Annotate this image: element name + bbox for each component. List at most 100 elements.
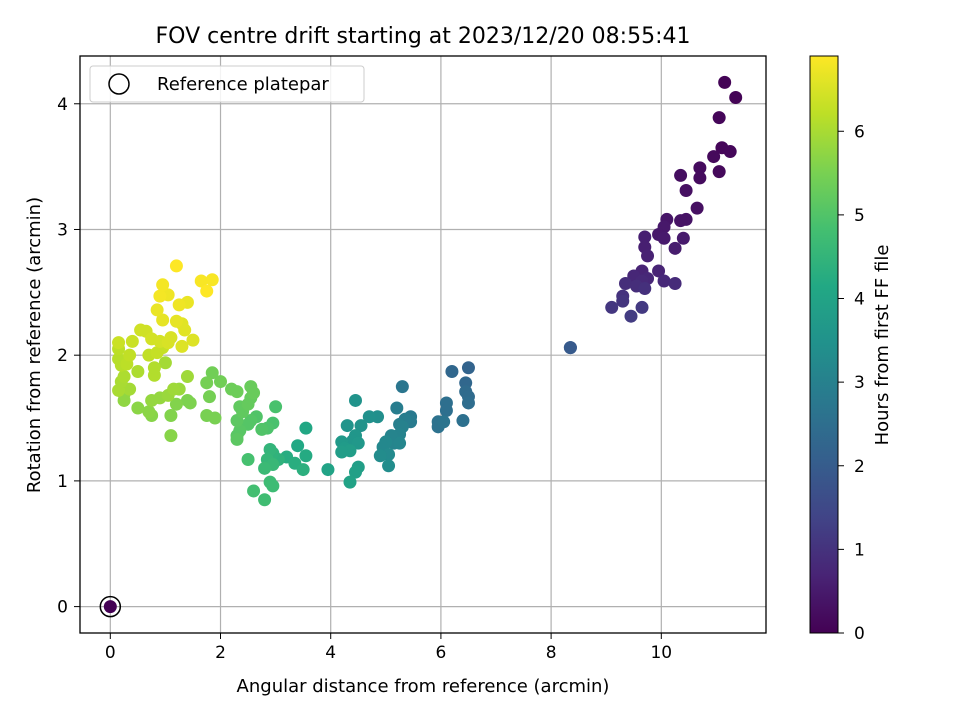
data-point [123, 382, 137, 396]
reference-platepar-marker [99, 595, 122, 618]
data-point [164, 409, 178, 423]
data-point [150, 303, 164, 317]
data-point [349, 393, 363, 407]
data-point [175, 339, 189, 353]
data-point [393, 436, 407, 450]
data-point [263, 442, 277, 456]
y-axis-label: Rotation from reference (arcmin) [24, 197, 45, 493]
data-point [729, 90, 743, 104]
colorbar-gradient [809, 55, 839, 634]
data-point [461, 361, 475, 375]
data-point [461, 396, 475, 410]
data-point [618, 277, 632, 291]
colorbar: 0 1 2 3 4 5 6 Hours from first FF file [809, 55, 893, 644]
y-axis-ticks: 0 1 2 3 4 [57, 95, 80, 618]
data-point [635, 300, 649, 314]
data-point [230, 385, 244, 399]
data-point [349, 465, 363, 479]
data-point [186, 333, 200, 347]
data-point [244, 380, 258, 394]
data-point [299, 421, 313, 435]
data-point [291, 439, 305, 453]
data-point [382, 459, 396, 473]
colorbar-tick-label: 5 [854, 206, 865, 226]
data-point [340, 419, 354, 433]
colorbar-label: Hours from first FF file [872, 245, 893, 446]
data-point [439, 403, 453, 417]
data-point [335, 445, 349, 459]
legend: Reference platepar [89, 65, 365, 103]
legend-box [89, 65, 365, 103]
data-point [172, 298, 186, 312]
data-point [158, 356, 172, 370]
data-point [123, 348, 137, 362]
data-point [103, 600, 117, 614]
data-point [668, 241, 682, 255]
data-point [269, 400, 283, 414]
data-point [117, 370, 131, 384]
data-point [712, 165, 726, 179]
data-point [255, 422, 269, 436]
x-tick-label: 4 [325, 643, 336, 663]
data-point [674, 214, 688, 228]
data-point [321, 463, 335, 477]
legend-label: Reference platepar [157, 74, 329, 95]
x-axis-label: Angular distance from reference (arcmin) [237, 676, 610, 697]
data-point [131, 365, 145, 379]
plot-area-frame [79, 55, 767, 634]
data-point [605, 300, 619, 314]
data-point [437, 415, 451, 429]
data-point [707, 150, 721, 164]
data-point [456, 414, 470, 428]
colorbar-tick-label: 2 [854, 457, 865, 477]
data-point [112, 336, 126, 350]
data-point [563, 341, 577, 355]
data-point [156, 313, 170, 327]
colorbar-tick-label: 3 [854, 373, 865, 393]
data-point [638, 282, 652, 296]
data-point [125, 334, 139, 348]
data-point [362, 410, 376, 424]
colorbar-tick-label: 1 [854, 540, 865, 560]
grid-lines [80, 56, 766, 633]
chart-title: FOV centre drift starting at 2023/12/20 … [156, 24, 691, 49]
data-point [258, 461, 272, 475]
data-point [153, 289, 167, 303]
data-point [299, 449, 313, 463]
data-point [351, 436, 365, 450]
data-point [712, 111, 726, 125]
x-axis-ticks: 0 2 4 6 8 10 [105, 633, 672, 663]
data-point [266, 479, 280, 493]
data-point [679, 184, 693, 198]
x-tick-label: 6 [435, 643, 446, 663]
data-point [390, 401, 404, 415]
data-point [343, 475, 357, 489]
data-point [624, 309, 638, 323]
data-point [652, 264, 666, 278]
data-point [693, 161, 707, 175]
x-tick-label: 2 [215, 643, 226, 663]
data-point [142, 405, 156, 419]
data-point [167, 382, 181, 396]
data-point [180, 370, 194, 384]
y-tick-label: 0 [57, 598, 68, 618]
data-point [214, 375, 228, 389]
data-point [202, 390, 216, 404]
data-point [247, 484, 261, 498]
data-point [354, 419, 368, 433]
y-tick-label: 2 [57, 346, 68, 366]
colorbar-ticks: 0 1 2 3 4 5 6 [838, 122, 865, 644]
y-tick-label: 3 [57, 220, 68, 240]
data-points [99, 75, 743, 618]
data-point [690, 201, 704, 215]
data-point [205, 273, 219, 287]
data-point [676, 231, 690, 245]
colorbar-tick-label: 6 [854, 122, 865, 142]
data-point [241, 453, 255, 467]
data-point [131, 401, 145, 415]
data-point [641, 249, 655, 263]
colorbar-tick-label: 4 [854, 290, 865, 310]
data-point [616, 294, 630, 308]
data-point [657, 274, 671, 288]
